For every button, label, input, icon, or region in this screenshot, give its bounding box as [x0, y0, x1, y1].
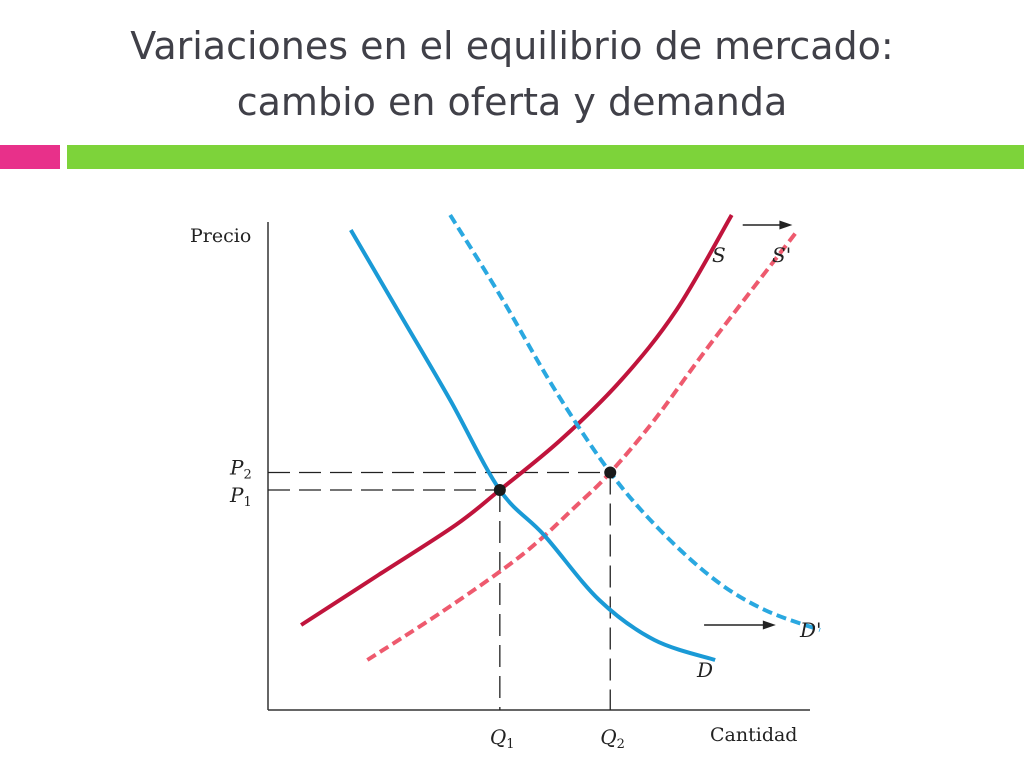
accent-bar-pink: [0, 145, 60, 169]
x-axis-label: Cantidad: [710, 724, 797, 746]
shift-arrow-2-head: [762, 620, 776, 630]
curve-s-prime: [366, 228, 800, 662]
equilibrium-point-1: [493, 484, 506, 496]
x-tick-label-1: Q1: [490, 725, 515, 752]
y-tick-label-1: P2: [229, 456, 252, 483]
curve-d-prime: [448, 213, 821, 632]
slide-title-line-2: cambio en oferta y demanda: [236, 80, 788, 124]
curve-label-s: S: [712, 243, 726, 267]
curve-d: [349, 228, 716, 662]
y-tick-label-2: P1: [229, 483, 252, 510]
shift-arrow-1-head: [779, 220, 793, 230]
curve-s: [300, 213, 734, 627]
curve-label-s-prime: S': [772, 243, 791, 267]
curve-label-d-prime: D': [799, 618, 822, 642]
slide-title: Variaciones en el equilibrio de mercado:…: [0, 18, 1024, 130]
slide-title-line-1: Variaciones en el equilibrio de mercado:: [130, 24, 894, 68]
curve-label-d: D: [696, 658, 713, 682]
x-tick-label-2: Q2: [600, 725, 625, 752]
accent-bar-green: [67, 145, 1024, 169]
equilibrium-point-2: [604, 466, 617, 479]
y-axis-label: Precio: [190, 225, 251, 247]
